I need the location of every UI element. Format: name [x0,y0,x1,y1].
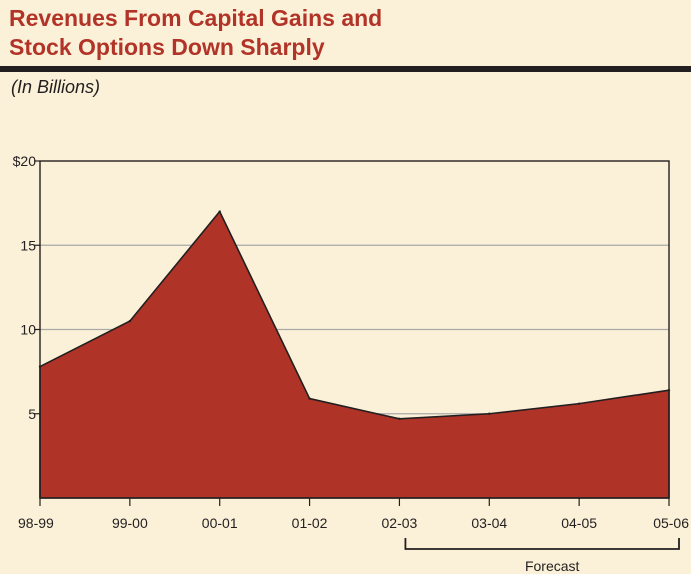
chart-title-line-1: Revenues From Capital Gains and [9,5,383,31]
chart-title-line-2: Stock Options Down Sharply [9,34,325,60]
data-point-99-00 [128,319,132,323]
y-tick-label-5: 5 [28,406,36,422]
data-point-01-02 [308,397,311,400]
x-tick-label-00-01: 00-01 [202,515,238,531]
x-tick-label-98-99: 98-99 [18,515,54,531]
data-point-98-99 [38,365,42,368]
x-tick-label-99-00: 99-00 [112,515,148,531]
x-tick-label-01-02: 01-02 [292,515,328,531]
forecast-bracket: Forecast [404,538,680,574]
chart-subtitle: (In Billions) [11,77,101,97]
data-point-04-05 [577,402,581,405]
y-axis-ticks: 5 10 15 $20 [13,153,40,422]
data-point-02-03 [398,417,401,421]
forecast-bracket-line [404,538,680,550]
data-point-00-01 [218,210,221,213]
y-tick-label-20: $20 [13,153,37,169]
title-divider [0,66,691,72]
x-tick-label-05-06: 05-06 [653,515,689,531]
data-point-03-04 [488,412,491,415]
data-point-05-06 [667,388,671,392]
forecast-label: Forecast [525,558,580,574]
x-tick-label-03-04: 03-04 [471,515,507,531]
y-tick-label-15: 15 [20,237,36,253]
x-tick-label-04-05: 04-05 [561,515,597,531]
chart-title: Revenues From Capital Gains and Stock Op… [9,4,679,62]
x-tick-label-02-03: 02-03 [382,515,418,531]
x-axis-ticks: 98-99 99-00 00-01 01-02 02-03 03-04 04-05 05-06 [18,498,689,531]
y-tick-label-10: 10 [20,322,36,338]
